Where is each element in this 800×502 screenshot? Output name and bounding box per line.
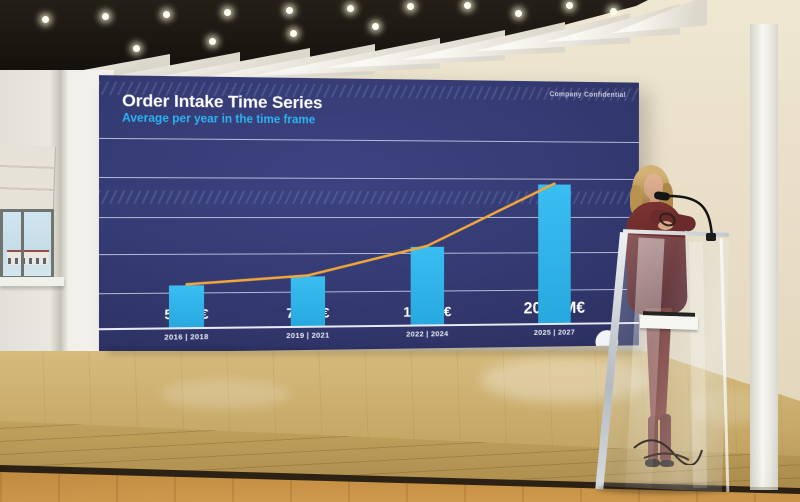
ceiling-light: [133, 45, 140, 52]
window-frame: [0, 209, 54, 279]
bar: [291, 276, 325, 326]
floor-reflection: [160, 379, 290, 409]
ceiling-light: [515, 10, 522, 17]
slide-subtitle: Average per year in the time frame: [122, 112, 315, 126]
ceiling-light: [290, 30, 297, 37]
screen-shadow: [108, 349, 642, 355]
slide-title: Order Intake Time Series: [122, 91, 322, 114]
ceiling-light: [407, 3, 414, 10]
floor-cables: [624, 410, 709, 465]
wall-pillar: [750, 24, 778, 490]
window-sill: [0, 277, 64, 286]
ceiling-light: [347, 5, 354, 12]
gridline: [99, 177, 639, 180]
bar: [169, 285, 204, 327]
presentation-room-photo: Company Confidential Order Intake Time S…: [0, 0, 800, 502]
lectern: [596, 228, 738, 498]
ceiling-light: [566, 2, 573, 9]
lectern-papers: [640, 315, 698, 330]
ceiling-light: [464, 2, 471, 9]
ceiling-light: [372, 23, 379, 30]
window: [0, 145, 60, 293]
slide: Company Confidential Order Intake Time S…: [99, 75, 639, 353]
ceiling-light: [610, 8, 617, 15]
ceiling-light: [163, 11, 170, 18]
category-label: 2019 | 2021: [247, 330, 368, 341]
ceiling-light: [286, 7, 293, 14]
building-windows: [8, 258, 46, 264]
ceiling-light: [209, 38, 216, 45]
gridline: [99, 138, 639, 143]
projection-screen: Company Confidential Order Intake Time S…: [99, 75, 639, 353]
bar: [411, 247, 444, 325]
window-glass: [3, 212, 51, 276]
ceiling-light: [102, 13, 109, 20]
confidential-label: Company Confidential: [549, 91, 625, 99]
lectern-shadow: [596, 484, 731, 494]
category-label: 2022 | 2024: [368, 329, 486, 339]
bar: [538, 185, 571, 324]
category-label: 2016 | 2018: [124, 332, 248, 343]
building-outside: [7, 250, 49, 265]
category-label: 2025 | 2027: [497, 327, 612, 337]
ceiling-light: [42, 16, 49, 23]
ceiling-light: [224, 9, 231, 16]
window-blind: [0, 145, 56, 217]
window-mullion: [21, 212, 24, 276]
microphone: [648, 183, 726, 245]
